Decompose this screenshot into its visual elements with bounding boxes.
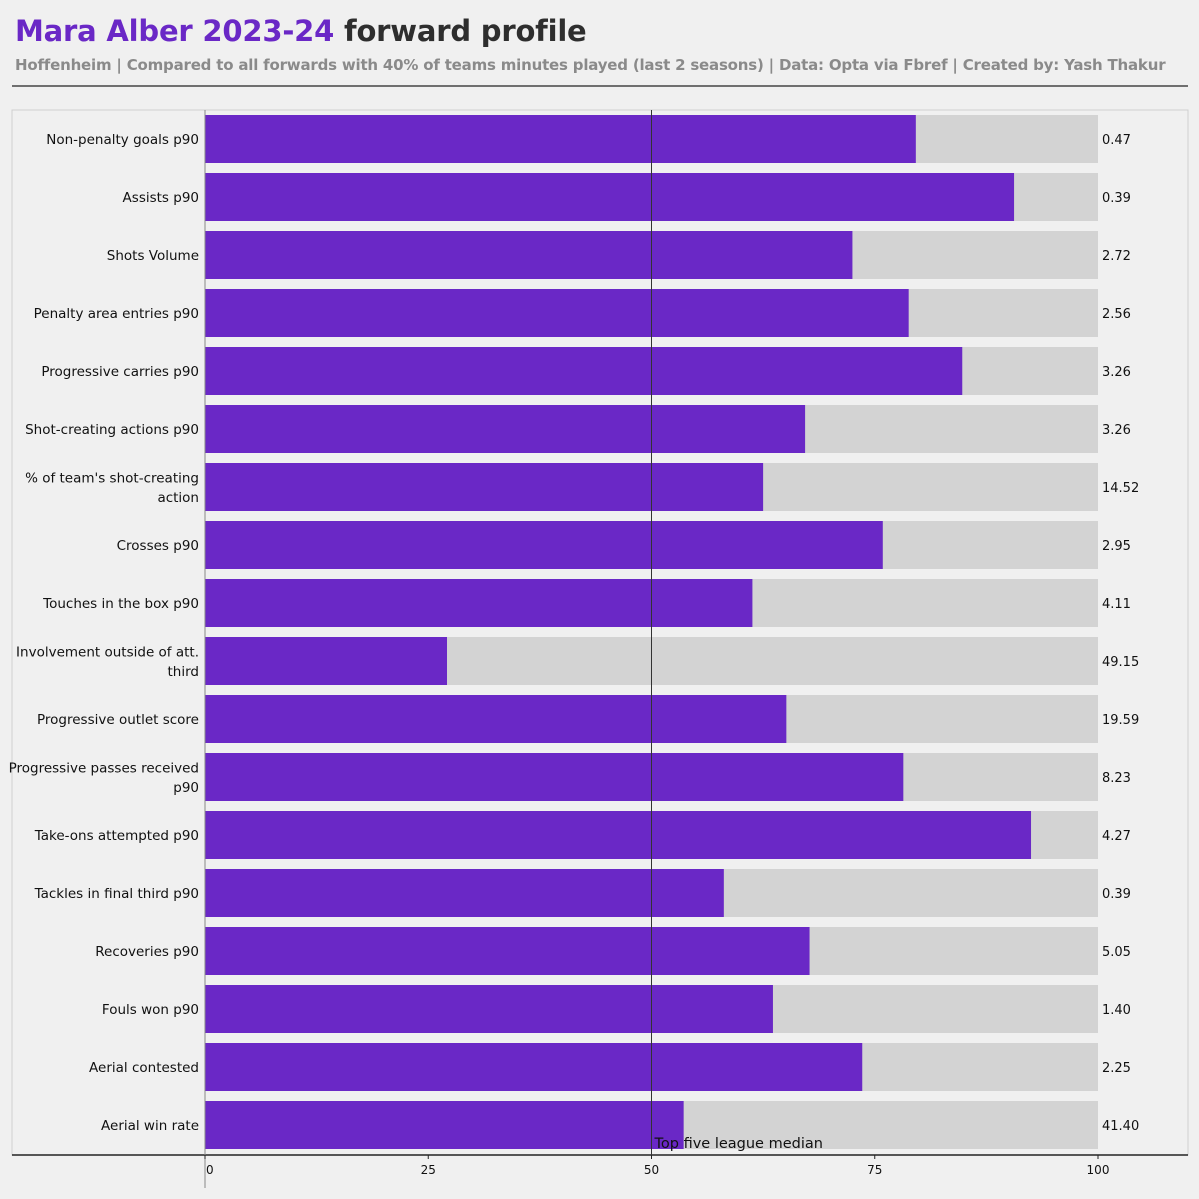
value-label: 0.39 [1102, 191, 1131, 206]
category-label: Progressive outlet score [37, 712, 199, 728]
category-label: Progressive carries p90 [41, 364, 199, 380]
player-name: Mara Alber 2023-24 [15, 14, 335, 48]
category-label: Penalty area entries p90 [34, 306, 199, 322]
bar [205, 1043, 863, 1091]
value-label: 5.05 [1102, 945, 1131, 960]
category-label: Tackles in final third p90 [34, 886, 199, 902]
bar [205, 579, 753, 627]
bar [205, 637, 448, 685]
value-label: 8.23 [1102, 771, 1131, 786]
bar [205, 289, 909, 337]
bar [205, 347, 963, 395]
x-tick-label: 75 [867, 1163, 882, 1177]
value-label: 2.25 [1102, 1061, 1131, 1076]
value-label: 19.59 [1102, 713, 1139, 728]
bars [205, 115, 1032, 1149]
category-label: % of team's shot-creating action [25, 470, 199, 506]
value-label: 2.95 [1102, 539, 1131, 554]
header: Mara Alber 2023-24 forward profile Hoffe… [15, 12, 1166, 74]
category-label: Fouls won p90 [102, 1002, 199, 1018]
value-label: 49.15 [1102, 655, 1139, 670]
category-label: Recoveries p90 [95, 944, 199, 960]
category-label: Involvement outside of att. third [16, 644, 199, 680]
bar [205, 753, 904, 801]
bar [205, 927, 810, 975]
value-label: 4.11 [1102, 597, 1131, 612]
category-label: Take-ons attempted p90 [34, 828, 199, 844]
value-label: 2.72 [1102, 249, 1131, 264]
category-label: Aerial contested [89, 1060, 199, 1076]
value-label: 14.52 [1102, 481, 1139, 496]
value-label: 0.47 [1102, 133, 1131, 148]
value-label: 2.56 [1102, 307, 1131, 322]
category-label: Shots Volume [107, 248, 199, 264]
bar [205, 1101, 684, 1149]
value-label: 41.40 [1102, 1119, 1139, 1134]
x-tick-label: 25 [421, 1163, 436, 1177]
bar [205, 463, 764, 511]
value-label: 0.39 [1102, 887, 1131, 902]
category-label: Non-penalty goals p90 [46, 132, 199, 148]
bar [205, 231, 853, 279]
category-label: Crosses p90 [117, 538, 199, 554]
category-label: Shot-creating actions p90 [25, 422, 199, 438]
x-axis: 0 25 50 75 100 [12, 110, 1188, 1188]
bar [205, 985, 773, 1033]
bar [205, 521, 883, 569]
chart-title: Mara Alber 2023-24 forward profile [15, 12, 1165, 50]
bar [205, 695, 787, 743]
category-label: Assists p90 [123, 190, 199, 206]
x-tick-label: 0 [206, 1163, 214, 1177]
bar [205, 869, 724, 917]
value-label: 4.27 [1102, 829, 1131, 844]
value-labels: 0.47 0.39 2.72 2.56 3.26 3.26 14.52 2.95 4.11 49.… [1102, 133, 1139, 1134]
bar [205, 173, 1015, 221]
category-label: Touches in the box p90 [42, 596, 199, 612]
value-label: 3.26 [1102, 423, 1131, 438]
category-label: Aerial win rate [101, 1118, 199, 1134]
median-marker: Top five league median [651, 110, 823, 1155]
bar [205, 405, 806, 453]
category-label: Progressive passes received p90 [9, 760, 199, 796]
category-labels: Non-penalty goals p90 Assists p90 Shots Vo… [9, 132, 199, 1134]
x-tick-label: 100 [1087, 1163, 1110, 1177]
chart-subtitle: Hoffenheim | Compared to all forwards wi… [15, 56, 1166, 74]
title-suffix: forward profile [334, 14, 587, 48]
value-label: 3.26 [1102, 365, 1131, 380]
median-label: Top five league median [654, 1136, 823, 1152]
x-tick-label: 50 [644, 1163, 659, 1177]
bar [205, 115, 916, 163]
bar [205, 811, 1032, 859]
value-label: 1.40 [1102, 1003, 1131, 1018]
